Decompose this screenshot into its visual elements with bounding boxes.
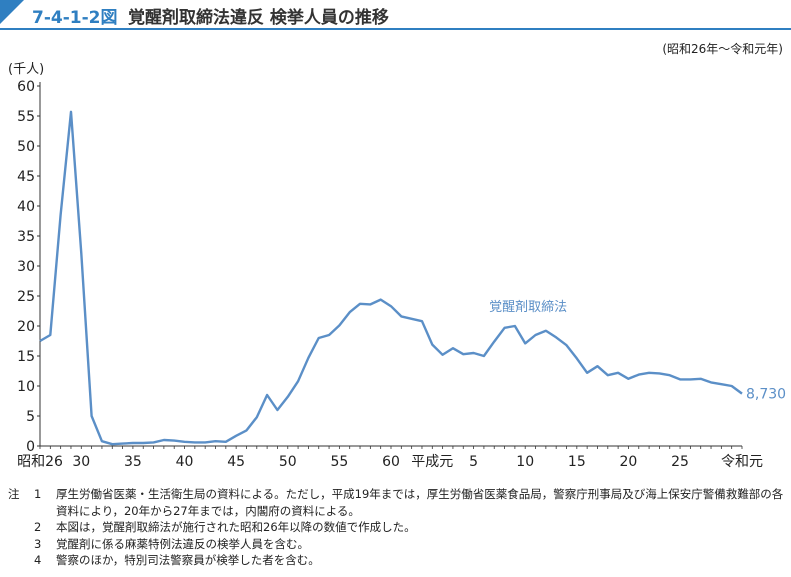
figure-title: 覚醒剤取締法違反 検挙人員の推移 xyxy=(128,8,389,28)
y-tick-label: 30 xyxy=(17,259,35,275)
note-number: 2 xyxy=(34,520,42,534)
note-head: 注 xyxy=(8,487,20,501)
x-tick-label: 60 xyxy=(382,454,400,470)
end-value-label: 8,730 xyxy=(746,387,786,403)
x-tick-label: 30 xyxy=(72,454,90,470)
x-tick-label: 平成元 xyxy=(411,454,453,470)
notes: 注 1 厚生労働省医薬・生活衛生局の資料による。ただし，平成19年までは，厚生労… xyxy=(8,486,788,569)
x-tick-label: 令和元 xyxy=(721,454,763,470)
y-tick-label: 20 xyxy=(17,319,35,335)
y-tick-label: 55 xyxy=(17,109,35,125)
y-tick-label: 60 xyxy=(17,79,35,95)
figure-header: 7-4-1-2図 覚醒剤取締法違反 検挙人員の推移 xyxy=(0,0,791,30)
y-tick-label: 0 xyxy=(26,439,35,455)
y-tick-label: 40 xyxy=(17,199,35,215)
x-tick-label: 55 xyxy=(330,454,348,470)
note-row: 注 1 厚生労働省医薬・生活衛生局の資料による。ただし，平成19年までは，厚生労… xyxy=(8,486,788,519)
note-number: 4 xyxy=(34,553,42,567)
note-text: 本図は，覚醒剤取締法が施行された昭和26年以降の数値で作成した。 xyxy=(56,520,416,534)
note-row: 2 本図は，覚醒剤取締法が施行された昭和26年以降の数値で作成した。 xyxy=(8,519,788,536)
y-tick-label: 15 xyxy=(17,349,35,365)
note-row: 3 覚醒剤に係る麻薬特例法違反の検挙人員を含む。 xyxy=(8,536,788,553)
x-tick-label: 25 xyxy=(671,454,689,470)
note-text: 覚醒剤に係る麻薬特例法違反の検挙人員を含む。 xyxy=(56,536,309,551)
header-triangle-mark xyxy=(0,0,24,24)
y-tick-label: 50 xyxy=(17,139,35,155)
note-number: 1 xyxy=(34,487,42,501)
x-tick-label: 5 xyxy=(469,454,478,470)
note-text: 警察のほか，特別司法警察員が検挙した者を含む。 xyxy=(56,553,320,567)
note-row: 4 警察のほか，特別司法警察員が検挙した者を含む。 xyxy=(8,552,788,569)
figure-number: 7-4-1-2図 xyxy=(32,8,118,28)
period-label: (昭和26年～令和元年) xyxy=(662,42,783,56)
y-axis-label: (千人) xyxy=(8,62,44,77)
x-tick-label: 昭和26 xyxy=(17,454,63,470)
series-line xyxy=(39,110,743,446)
note-text: 厚生労働省医薬・生活衛生局の資料による。ただし，平成19年までは，厚生労働省医薬… xyxy=(56,487,784,518)
y-tick-label: 45 xyxy=(17,169,35,185)
x-tick-label: 35 xyxy=(124,454,142,470)
y-tick-label: 25 xyxy=(17,289,35,305)
note-number: 3 xyxy=(34,536,42,551)
x-tick-label: 10 xyxy=(516,454,534,470)
y-tick-label: 10 xyxy=(17,379,35,395)
x-tick-label: 40 xyxy=(176,454,194,470)
x-tick-label: 50 xyxy=(279,454,297,470)
line-chart: 0 5 10 15 20 25 30 35 40 45 50 55 60 (千人) 昭和26 30 35 40 45… xyxy=(8,62,786,470)
y-tick-label: 5 xyxy=(26,409,35,425)
x-tick-label: 15 xyxy=(568,454,586,470)
series-label: 覚醒剤取締法 xyxy=(489,299,567,315)
x-tick-label: 45 xyxy=(227,454,245,470)
y-tick-label: 35 xyxy=(17,229,35,245)
x-tick-label: 20 xyxy=(620,454,638,470)
header-rule xyxy=(0,28,791,30)
